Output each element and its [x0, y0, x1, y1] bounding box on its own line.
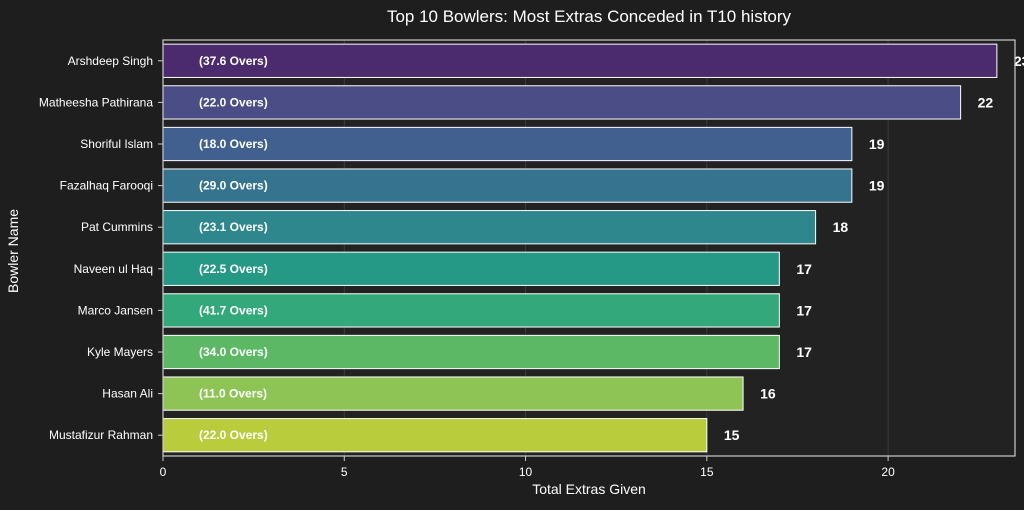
- bar: [162, 418, 708, 453]
- x-tick-label: 5: [341, 465, 348, 479]
- bar-value-label: 17: [796, 344, 812, 360]
- x-tick-label: 0: [160, 465, 167, 479]
- plot-frame: [162, 39, 1016, 457]
- bar: [162, 293, 780, 328]
- y-tick-label: Arshdeep Singh: [68, 54, 153, 68]
- y-tick-label: Matheesha Pathirana: [39, 95, 153, 109]
- bar-value-label: 17: [796, 261, 812, 277]
- bar: [162, 251, 780, 286]
- bar-overs-label: (18.0 Overs): [199, 137, 268, 151]
- bar-overs-label: (37.6 Overs): [199, 54, 268, 68]
- y-tick-label: Naveen ul Haq: [74, 262, 153, 276]
- y-axis-label: Bowler Name: [5, 209, 21, 293]
- x-axis-label: Total Extras Given: [532, 481, 646, 497]
- y-tick-label: Kyle Mayers: [87, 345, 153, 359]
- bar-overs-label: (34.0 Overs): [199, 345, 268, 359]
- bar-value-label: 17: [796, 302, 812, 318]
- bar-overs-label: (29.0 Overs): [199, 179, 268, 193]
- y-tick-label: Marco Jansen: [78, 303, 153, 317]
- x-tick-label: 20: [881, 465, 895, 479]
- x-tick-label: 15: [700, 465, 714, 479]
- bar-value-label: 18: [833, 219, 849, 235]
- bar: [162, 126, 853, 162]
- bar-overs-label: (22.0 Overs): [199, 428, 268, 442]
- bar-value-label: 15: [724, 427, 740, 443]
- bar: [162, 85, 962, 120]
- bar: [162, 43, 998, 78]
- y-tick-label: Hasan Ali: [102, 387, 153, 401]
- bar-value-label: 19: [869, 136, 885, 152]
- bar-value-label: 19: [869, 178, 885, 194]
- bar-value-label: 23: [1014, 53, 1024, 69]
- bar-overs-label: (22.0 Overs): [199, 95, 268, 109]
- x-tick-label: 10: [519, 465, 533, 479]
- bar: [162, 210, 817, 245]
- y-tick-label: Mustafizur Rahman: [49, 428, 153, 442]
- bar-overs-label: (22.5 Overs): [199, 262, 268, 276]
- y-tick-label: Shoriful Islam: [80, 137, 153, 151]
- bar-overs-label: (11.0 Overs): [199, 387, 267, 401]
- bar-value-label: 22: [978, 94, 994, 110]
- bar: [162, 168, 853, 203]
- bar-overs-label: (41.7 Overs): [199, 303, 268, 317]
- bar: [162, 334, 780, 370]
- y-tick-label: Pat Cummins: [81, 220, 153, 234]
- bar-overs-label: (23.1 Overs): [199, 220, 268, 234]
- chart-title: Top 10 Bowlers: Most Extras Conceded in …: [387, 7, 792, 26]
- y-tick-label: Fazalhaq Farooqi: [60, 179, 153, 193]
- bar-value-label: 16: [760, 386, 776, 402]
